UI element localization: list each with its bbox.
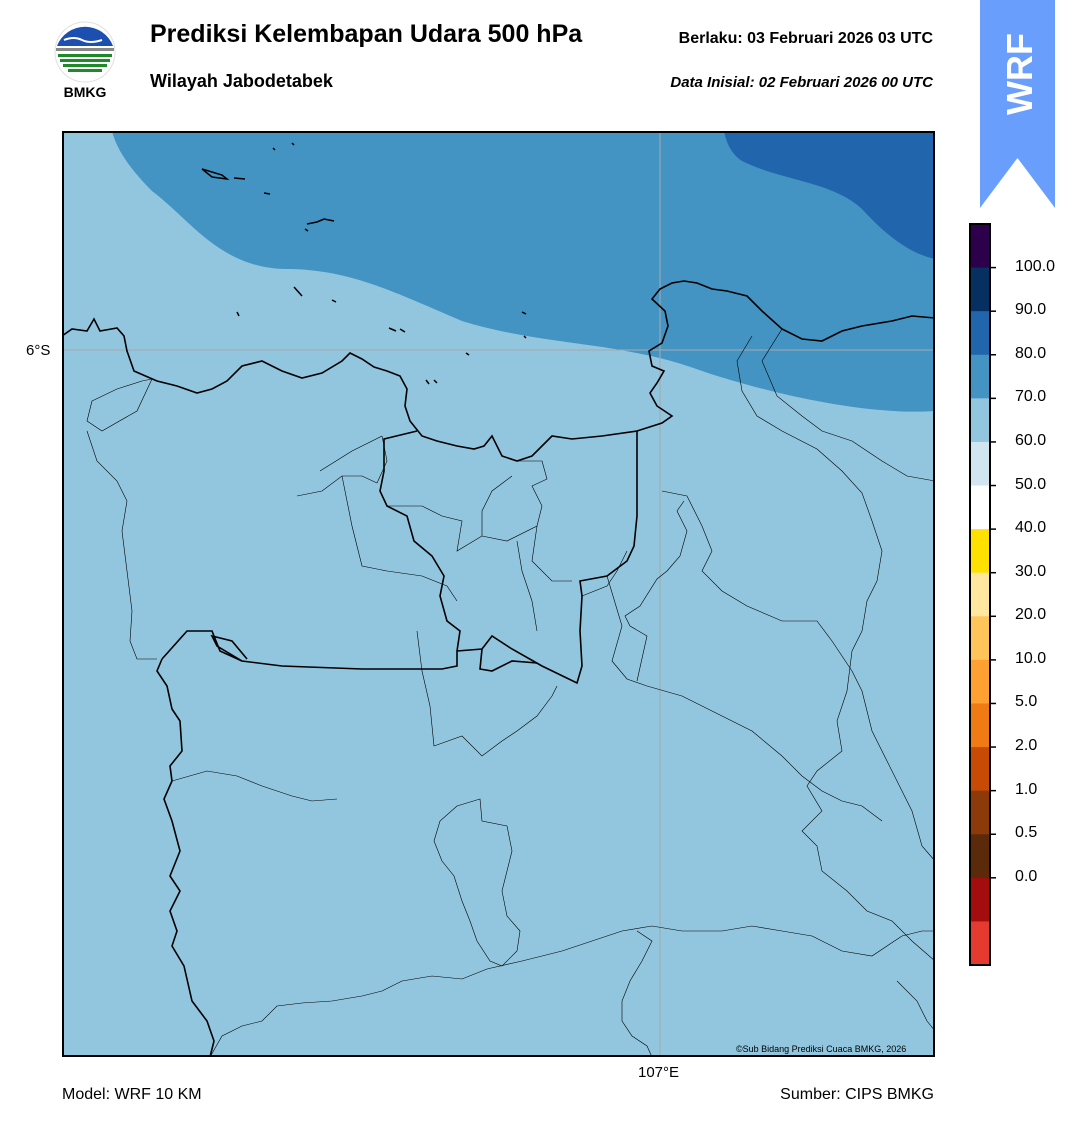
colorbar — [969, 223, 996, 966]
colorbar-segments — [970, 224, 990, 966]
initial-time: Data Inisial: 02 Februari 2026 00 UTC — [670, 74, 933, 91]
colorbar-label: 5.0 — [1015, 693, 1038, 711]
colorbar-segment — [970, 572, 990, 617]
model-info: Model: WRF 10 KM — [62, 1086, 202, 1103]
colorbar-segment — [970, 224, 990, 269]
chart-subtitle: Wilayah Jabodetabek — [150, 71, 333, 91]
field-80-90 — [724, 131, 935, 259]
colorbar-label: 40.0 — [1015, 519, 1047, 537]
colorbar-segment — [970, 790, 990, 835]
colorbar-label: 90.0 — [1015, 301, 1047, 319]
colorbar-segment — [970, 659, 990, 704]
colorbar-label: 1.0 — [1015, 780, 1038, 798]
colorbar-label: 100.0 — [1015, 257, 1056, 275]
colorbar-segment — [970, 529, 990, 574]
colorbar-segment — [970, 877, 990, 922]
colorbar-label: 30.0 — [1015, 562, 1047, 580]
colorbar-label: 70.0 — [1015, 388, 1047, 406]
province-boundaries — [156, 430, 638, 1057]
wrf-flag-text: WRF — [999, 33, 1040, 115]
logo-text: BMKG — [63, 84, 107, 100]
coastline — [62, 280, 935, 462]
colorbar-label: 0.0 — [1015, 867, 1038, 885]
colorbar-segment — [970, 747, 990, 792]
colorbar-label: 50.0 — [1015, 475, 1047, 493]
field-70-80 — [112, 131, 935, 412]
colorbar-label: 80.0 — [1015, 344, 1047, 362]
wrf-flag-badge: WRF — [980, 0, 1055, 208]
colorbar-label: 20.0 — [1015, 606, 1047, 624]
humidity-map — [62, 131, 935, 1057]
colorbar-segment — [970, 354, 990, 399]
regency-boundaries — [86, 328, 935, 1057]
colorbar-segment — [970, 485, 990, 530]
colorbar-frame — [969, 223, 991, 966]
lat-label: 6°S — [26, 342, 51, 359]
valid-time: Berlaku: 03 Februari 2026 03 UTC — [678, 30, 933, 47]
colorbar-label: 0.5 — [1015, 824, 1038, 842]
colorbar-segment — [970, 616, 990, 661]
colorbar-label: 2.0 — [1015, 737, 1038, 755]
colorbar-segment — [970, 703, 990, 748]
chart-title: Prediksi Kelembapan Udara 500 hPa — [150, 20, 583, 48]
islands — [201, 142, 527, 385]
colorbar-label: 10.0 — [1015, 649, 1047, 667]
colorbar-segment — [970, 441, 990, 487]
colorbar-segment — [970, 834, 990, 879]
source-info: Sumber: CIPS BMKG — [780, 1086, 934, 1103]
colorbar-segment — [970, 398, 990, 443]
colorbar-segment — [970, 267, 990, 312]
colorbar-segment — [970, 921, 990, 966]
colorbar-label: 60.0 — [1015, 431, 1047, 449]
lon-label: 107°E — [638, 1064, 680, 1081]
copyright-text: ©Sub Bidang Prediksi Cuaca BMKG, 2026 — [736, 1044, 907, 1054]
map-frame — [62, 131, 935, 1057]
colorbar-segment — [970, 311, 990, 356]
bmkg-logo-icon — [54, 21, 116, 83]
